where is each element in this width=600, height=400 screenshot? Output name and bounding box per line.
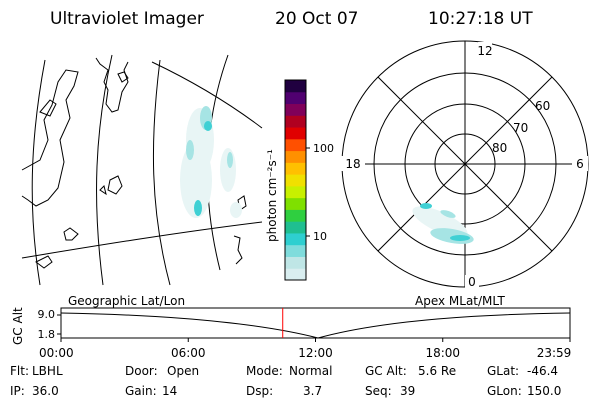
colorbar-frame — [284, 79, 307, 281]
x-tick-label: 23:59 — [537, 346, 572, 360]
mode-label: Mode: — [246, 364, 283, 378]
x-axis-ticks: 00:00 06:00 12:00 18:00 23:59 — [39, 338, 571, 360]
mlt-label-18: 18 — [345, 157, 360, 171]
polar-axis-diagonal — [377, 76, 553, 252]
colorbar-cell — [285, 232, 306, 246]
status-panel: Flt: LBHL Door: Open Mode: Normal GC Alt… — [10, 364, 561, 398]
aurora-emission-geo — [180, 106, 242, 218]
timeline-frame — [60, 307, 571, 339]
ip-label: IP: — [10, 384, 25, 398]
mlat-label-60: 60 — [535, 99, 550, 113]
colorbar-cell — [285, 91, 306, 105]
mlt-label-12: 12 — [477, 44, 492, 58]
colorbar-cell — [285, 115, 306, 128]
aurora-emission-polar — [412, 203, 474, 244]
island — [107, 175, 123, 195]
colorbar-tick-label-100: 100 — [313, 142, 334, 155]
mlt-label-0: 0 — [468, 275, 476, 289]
coastline — [35, 255, 53, 269]
colorbar-cell — [285, 185, 306, 199]
flt-label: Flt: — [10, 364, 29, 378]
altitude-timeline: 9.0 1.8 GC Alt 00:00 06:00 12:00 18:00 23:59 — [11, 307, 571, 360]
colorbar-cell — [285, 197, 306, 210]
gain-value: 14 — [162, 384, 177, 398]
meridian-line — [31, 59, 46, 286]
island — [63, 227, 79, 241]
aurora-patch — [186, 140, 194, 160]
island — [39, 99, 57, 117]
colorbar-cell — [285, 244, 306, 257]
gain-label: Gain: — [125, 384, 157, 398]
ip-value: 36.0 — [32, 384, 59, 398]
x-tick-label: 06:00 — [171, 346, 206, 360]
colorbar-cell — [285, 221, 306, 234]
mlt-label-6: 6 — [576, 157, 584, 171]
mlat-label-70: 70 — [513, 121, 528, 135]
glat-value: -46.4 — [527, 364, 558, 378]
polar-panel-label: Apex MLat/MLT — [415, 294, 505, 308]
aurora-glow — [230, 202, 242, 218]
parallel-line — [21, 221, 263, 259]
colorbar-cell — [285, 209, 306, 222]
gcalt-value: 5.6 Re — [418, 364, 456, 378]
coastline — [95, 57, 129, 113]
aurora-core — [194, 200, 202, 216]
gcalt-label: GC Alt: — [365, 364, 407, 378]
island — [117, 71, 129, 83]
meridian-line — [96, 54, 113, 286]
dsp-label: Dsp: — [246, 384, 273, 398]
y-tick-label-top: 9.0 — [38, 308, 56, 321]
colorbar: 100 10 photon cm⁻²s⁻¹ — [265, 79, 334, 281]
colorbar-cell — [285, 127, 306, 140]
colorbar-cell — [285, 256, 306, 269]
door-value: Open — [167, 364, 199, 378]
glat-label: GLat: — [487, 364, 519, 378]
colorbar-cell — [285, 162, 306, 175]
aurora-glow — [180, 142, 212, 218]
door-label: Door: — [125, 364, 158, 378]
geographic-map — [21, 54, 263, 286]
colorbar-cell — [285, 103, 306, 116]
x-tick-label: 18:00 — [425, 346, 460, 360]
seq-value: 39 — [400, 384, 415, 398]
y-axis-label: GC Alt — [11, 307, 25, 345]
geo-panel-label: Geographic Lat/Lon — [68, 294, 185, 308]
mlat-label-80: 80 — [492, 141, 507, 155]
colorbar-gradient — [285, 80, 306, 281]
aurora-core — [204, 121, 212, 131]
parallel-line — [151, 61, 263, 129]
polar-plot: 12 18 6 0 60 70 80 — [341, 40, 589, 289]
coastline — [21, 69, 79, 207]
aurora-patch — [227, 152, 233, 168]
colorbar-cell — [285, 268, 306, 281]
island — [99, 185, 107, 196]
time-label: 10:27:18 UT — [428, 9, 533, 29]
colorbar-cell — [285, 138, 306, 152]
instrument-title: Ultraviolet Imager — [50, 9, 204, 29]
seq-label: Seq: — [365, 384, 392, 398]
x-tick-label: 12:00 — [298, 346, 333, 360]
coastline — [233, 235, 243, 265]
date-label: 20 Oct 07 — [275, 9, 358, 29]
meridian-line — [152, 59, 171, 286]
mode-value: Normal — [289, 364, 332, 378]
y-tick-label-bottom: 1.8 — [38, 328, 56, 341]
colorbar-unit-label: photon cm⁻²s⁻¹ — [265, 149, 279, 242]
gc-altitude-curve — [60, 312, 571, 339]
colorbar-cell — [285, 150, 306, 163]
glon-label: GLon: — [487, 384, 522, 398]
flt-value: LBHL — [32, 364, 63, 378]
dsp-value: 3.7 — [303, 384, 322, 398]
colorbar-cell — [285, 174, 306, 187]
colorbar-cell — [285, 80, 306, 93]
x-tick-label: 00:00 — [39, 346, 74, 360]
glon-value: 150.0 — [527, 384, 561, 398]
colorbar-tick-label-10: 10 — [313, 230, 327, 243]
